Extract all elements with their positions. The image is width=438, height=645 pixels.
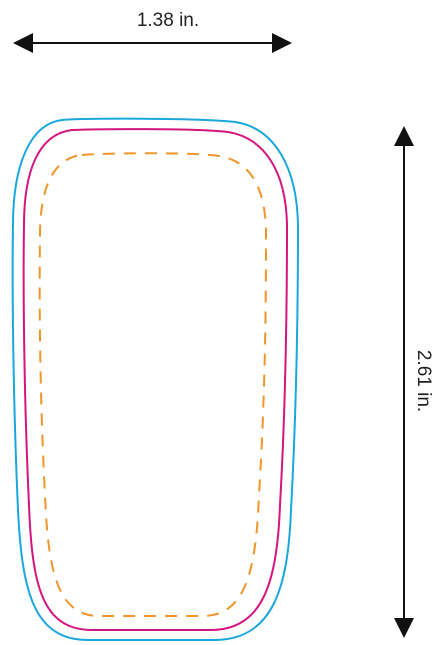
safe-area-outline	[38, 152, 268, 617]
height-dimension-label: 2.61 in.	[413, 350, 434, 412]
width-dimension-label: 1.38 in.	[137, 10, 199, 31]
bleed-outline	[11, 117, 300, 641]
trim-outline	[22, 128, 289, 631]
